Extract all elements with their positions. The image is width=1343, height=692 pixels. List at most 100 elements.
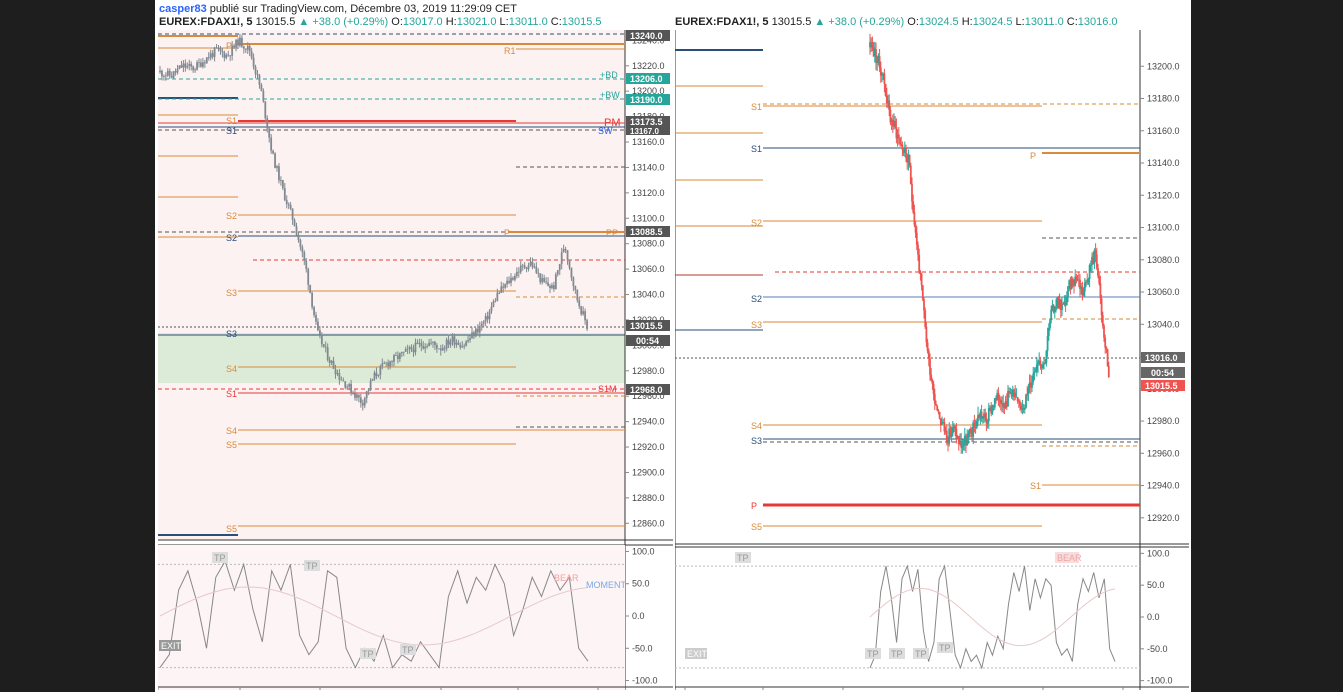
candle-body: [510, 277, 512, 283]
candle-body: [881, 74, 883, 76]
candle-body: [578, 300, 581, 307]
candle-body: [270, 137, 273, 151]
candle-body: [268, 128, 271, 138]
right-price-axis[interactable]: 13200.0 13180.0 13160.0 13140.0 13120.0 13100…: [1140, 61, 1180, 523]
candle-body: [182, 63, 185, 68]
level-label-pm: PM: [604, 117, 621, 129]
r-level-label-s1b: S1: [751, 144, 762, 154]
candle-body: [194, 69, 196, 71]
right-symbol[interactable]: EUREX:FDAX1!, 5: [675, 16, 769, 28]
candle-body: [1007, 390, 1009, 407]
candle-body: [1014, 392, 1017, 397]
publish-info: publié sur TradingView.com, Décembre 03,…: [209, 3, 517, 15]
level-label-s1a: S1: [226, 116, 237, 126]
right-time-axis[interactable]: 8:00Déc12:0018:00312:00: [676, 687, 1134, 690]
candle-body: [480, 323, 483, 327]
y-tick-label: 13160.0: [632, 137, 665, 147]
candle-body: [560, 252, 563, 265]
candle-body: [496, 292, 499, 301]
right-osc-labels: TP BEAR EXIT TP TP TP TP: [685, 552, 1082, 659]
candle-body: [525, 267, 528, 270]
candle-body: [289, 205, 292, 209]
candle-body: [978, 415, 981, 418]
candle-body: [586, 320, 588, 330]
tag-bw: 13190.0: [630, 95, 663, 105]
osc-y-tick-label: 0.0: [632, 611, 645, 621]
candle-body: [221, 51, 224, 53]
y-tick-label: 13040.0: [1147, 319, 1180, 329]
candle-body: [225, 54, 228, 58]
candle-body: [883, 73, 886, 84]
r-osc-label-tp2: TP: [867, 649, 879, 659]
osc-label-tp3: TP: [362, 649, 374, 659]
left-h-label: H:: [445, 16, 457, 28]
right-last: 13015.5: [771, 16, 812, 28]
osc-y-tick-label: -100.0: [1147, 676, 1173, 686]
candle-body: [1105, 347, 1108, 350]
candle-body: [307, 268, 310, 285]
candle-body: [437, 348, 440, 350]
candle-body: [367, 389, 370, 392]
candle-body: [951, 427, 954, 434]
candle-body: [363, 398, 366, 406]
candle-body: [395, 355, 397, 356]
y-tick-label: 13140.0: [1147, 158, 1180, 168]
candle-body: [1008, 390, 1011, 394]
level-label-s2a: S2: [226, 211, 237, 221]
candle-body: [1062, 303, 1065, 305]
candle-body: [1073, 284, 1075, 286]
candle-body: [913, 212, 916, 225]
candle-body: [207, 57, 210, 59]
candle-body: [299, 240, 302, 248]
candle-body: [1028, 382, 1031, 388]
candle-body: [1077, 279, 1080, 281]
candle-body: [882, 73, 885, 75]
candle-body: [252, 57, 255, 67]
author-link[interactable]: casper83: [159, 3, 207, 15]
left-price-axis[interactable]: 13240.013220.013200.013180.013160.013140…: [625, 35, 665, 528]
candle-body: [918, 254, 921, 272]
candle-body: [359, 397, 362, 403]
candle-body: [502, 286, 505, 288]
candle-body: [968, 428, 971, 434]
osc-y-tick-label: 0.0: [1147, 612, 1160, 622]
candle-body: [463, 345, 466, 347]
left-symbol[interactable]: EUREX:FDAX1!, 5: [159, 16, 253, 28]
left-time-axis[interactable]: :00Déc12:0018:00312:00: [158, 687, 609, 690]
candle-body: [278, 166, 280, 181]
candle-body: [235, 39, 237, 48]
left-chart-pane[interactable]: R1 +BD +BW PM SW S1M PP P P S1 S1 S2 S2 …: [158, 30, 673, 690]
level-label-s3a: S3: [226, 288, 237, 298]
osc-signal-line: [159, 586, 589, 646]
candle-body: [965, 435, 967, 446]
candle-body: [879, 67, 882, 76]
right-chart-pane[interactable]: S1 S1 P S2 S2 S3 S4 S3 S1 P S5 13200.013…: [675, 30, 1189, 690]
left-oscillator[interactable]: 100.0 50.0 0.0 -50.0 -100.0: [158, 546, 658, 686]
candle-body: [876, 62, 879, 64]
right-ohlc-bar: EUREX:FDAX1!, 5 13015.5 ▲ +38.0 (+0.29%)…: [675, 16, 1118, 28]
candle-body: [428, 342, 430, 347]
candle-body: [873, 49, 876, 57]
r-osc-label-bear: BEAR: [1057, 553, 1082, 563]
candle-body: [906, 157, 909, 163]
candle-body: [192, 66, 195, 71]
candle-body: [985, 418, 988, 424]
candle-body: [875, 49, 877, 63]
tag-t2: 13167.0: [630, 127, 659, 136]
candle-body: [1026, 394, 1029, 396]
candle-body: [1025, 394, 1027, 408]
candle-body: [320, 334, 323, 345]
candle-body: [352, 393, 354, 394]
right-oscillator[interactable]: 100.0 50.0 0.0 -50.0 -100.0: [675, 548, 1173, 686]
candle-body: [533, 266, 536, 268]
y-tick-label: 13120.0: [632, 188, 665, 198]
candle-body: [287, 203, 290, 206]
candle-body: [291, 208, 294, 220]
candle-body: [927, 351, 930, 359]
candle-body: [358, 394, 360, 398]
candle-body: [519, 265, 522, 273]
y-tick-label: 12960.0: [1147, 448, 1180, 458]
right-h-label: H:: [961, 16, 973, 28]
candle-body: [900, 143, 903, 145]
candle-body: [488, 311, 491, 320]
